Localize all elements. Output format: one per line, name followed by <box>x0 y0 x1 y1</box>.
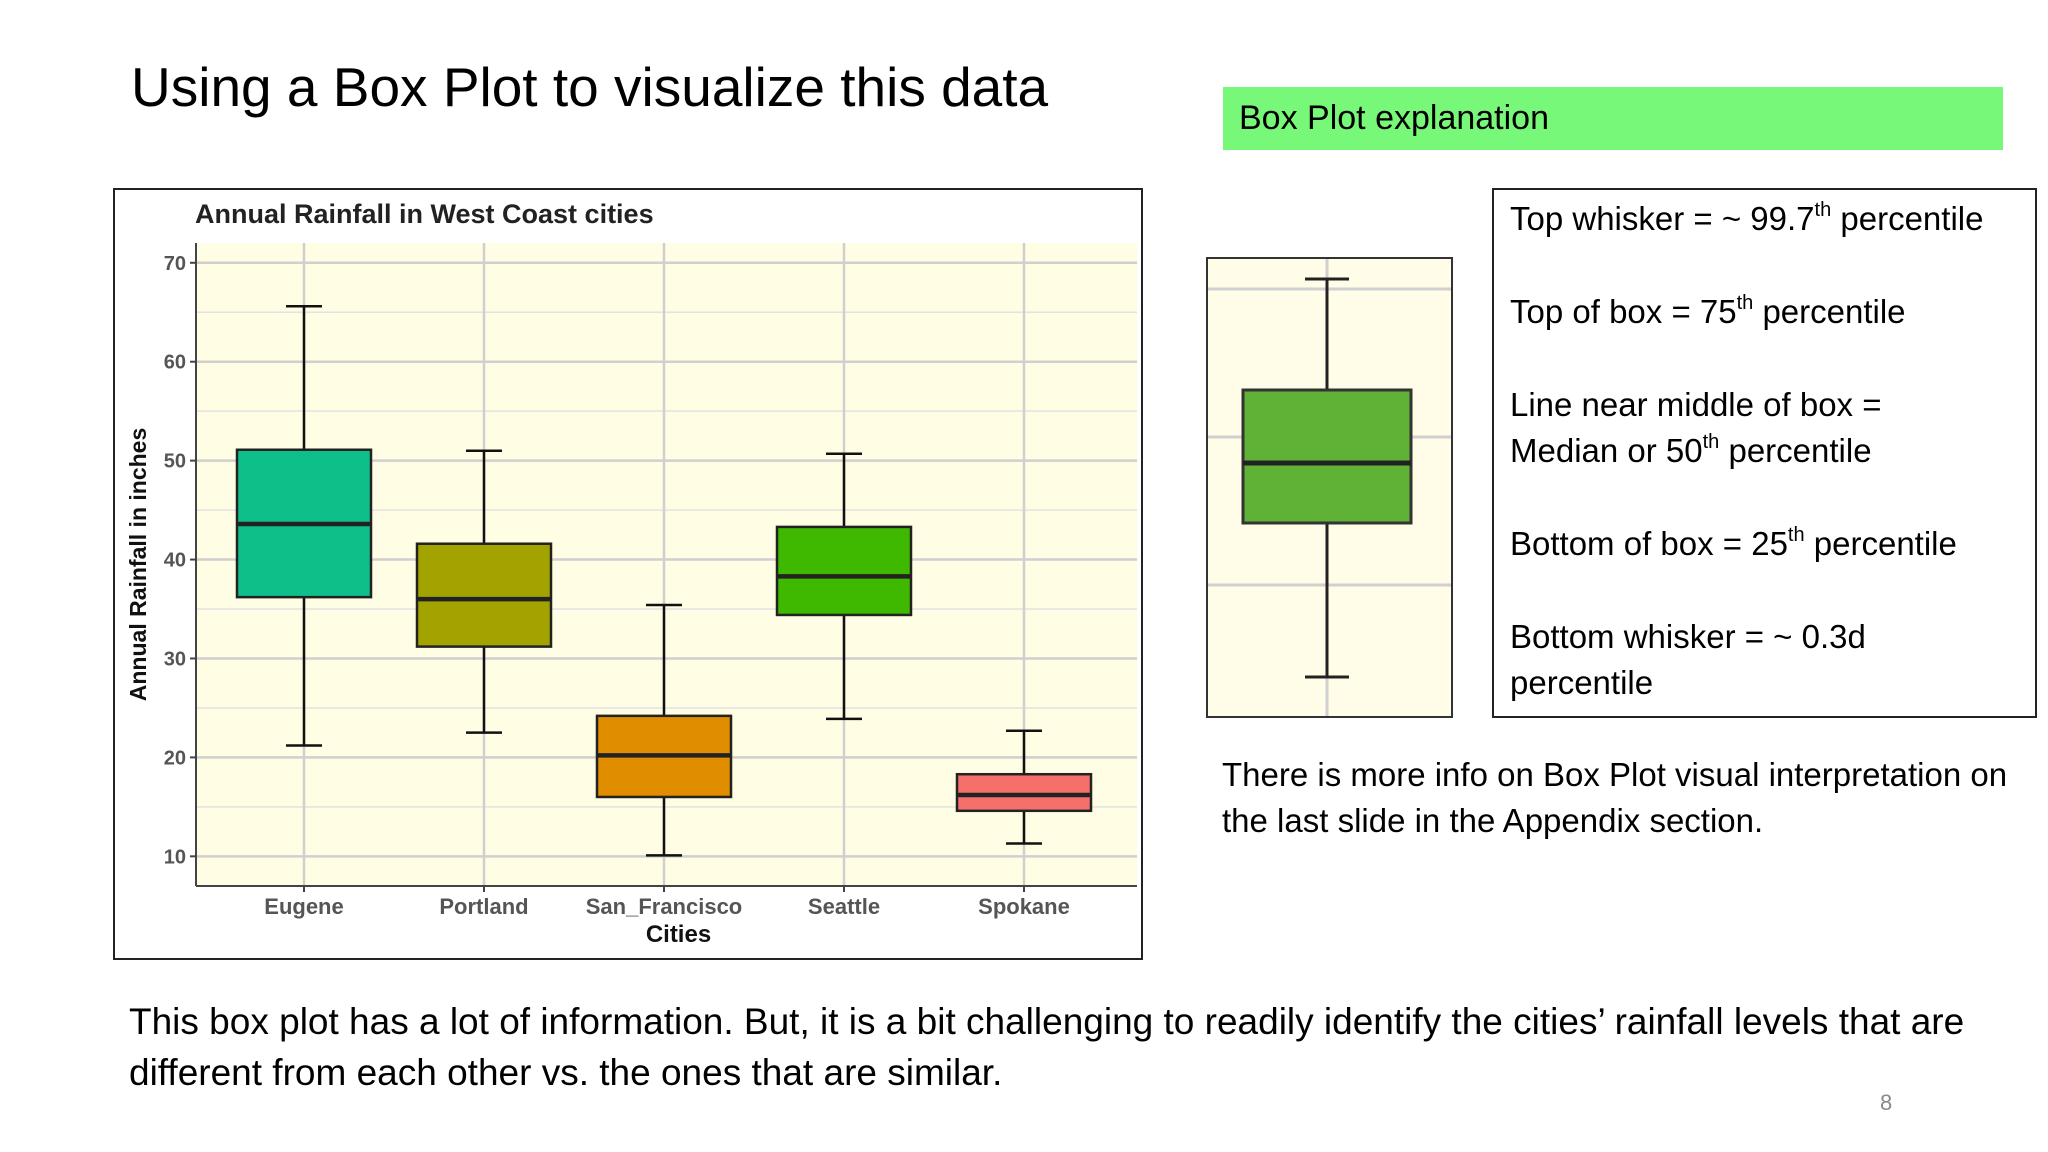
median-text-line2: Median or 50th percentile <box>1510 431 1872 469</box>
top-whisker-text: Top whisker = ~ 99.7th percentile <box>1510 199 1984 237</box>
top-of-box-text: Top of box = 75th percentile <box>1510 292 1906 330</box>
box-portland <box>415 542 553 648</box>
explanation-header-text: Box Plot explanation <box>1239 99 1549 137</box>
y-tick-label: 10 <box>164 846 186 868</box>
example-boxplot-panel <box>1206 257 1453 718</box>
boxplot-chart: 10 20 30 40 50 60 70 Eugene Portland San_Francisc… <box>125 199 1137 948</box>
y-tick-label: 40 <box>164 550 186 572</box>
box-spokane <box>955 772 1093 813</box>
page-number: 8 <box>1880 1090 1893 1115</box>
x-axis-label: Cities <box>646 921 711 948</box>
boxplot-chart-frame: 10 20 30 40 50 60 70 Eugene Portland San_Francisc… <box>113 188 1143 960</box>
bottom-of-box-text: Bottom of box = 25th percentile <box>1510 524 1957 562</box>
chart-title: Annual Rainfall in West Coast cities <box>195 199 654 229</box>
x-tick-label: San_Francisco <box>586 894 743 919</box>
x-tick-label: Eugene <box>264 894 343 919</box>
y-tick-label: 50 <box>164 451 186 473</box>
y-tick-label: 20 <box>164 747 186 769</box>
summary-text: This box plot has a lot of information. … <box>129 1001 1965 1093</box>
example-boxplot <box>1208 259 1451 716</box>
more-info-text: There is more info on Box Plot visual in… <box>1222 756 2008 839</box>
explanation-header-bar: Box Plot explanation <box>1223 87 2003 150</box>
example-box <box>1241 388 1413 525</box>
x-tick-label: Seattle <box>808 894 880 919</box>
y-tick-label: 70 <box>164 253 186 275</box>
bottom-whisker-text-line2: percentile <box>1510 664 1654 701</box>
y-tick-label: 60 <box>164 352 186 374</box>
x-tick-label: Spokane <box>978 894 1070 919</box>
box-seattle <box>775 525 913 617</box>
y-axis-label: Annual Rainfall in inches <box>125 428 151 701</box>
explanation-box: Top whisker = ~ 99.7th percentile Top of… <box>1492 188 2037 718</box>
median-text-line1: Line near middle of box = <box>1510 386 1882 423</box>
bottom-whisker-text-line1: Bottom whisker = ~ 0.3d <box>1510 618 1866 655</box>
y-tick-label: 30 <box>164 648 186 670</box>
x-tick-label: Portland <box>439 894 528 919</box>
slide-title: Using a Box Plot to visualize this data <box>131 56 1049 118</box>
